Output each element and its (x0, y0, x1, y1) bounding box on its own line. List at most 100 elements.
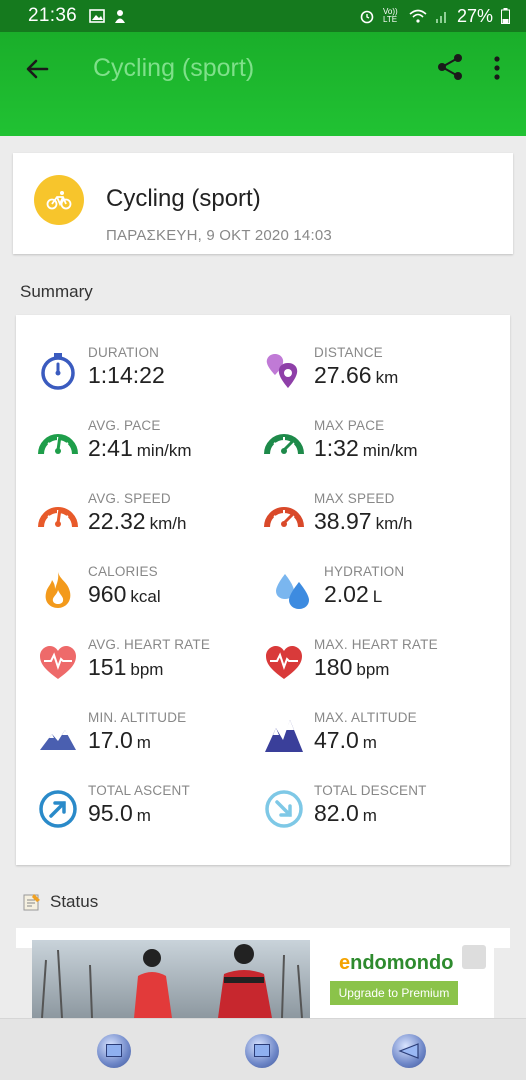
app-bar-title: Cycling (sport) (93, 54, 255, 82)
stat-max-altitude: MAX. ALTITUDE 47.0 m (264, 710, 494, 770)
stat-number: 17.0 (88, 727, 133, 753)
workout-date: ΠΑΡΑΣΚΕΥΗ, 9 ΟΚΤ 2020 14:03 (106, 227, 332, 244)
image-icon (89, 9, 105, 23)
ad-runners-image (41, 944, 303, 1018)
stat-distance: DISTANCE 27.66 km (264, 345, 494, 405)
stat-label: CALORIES (88, 564, 158, 579)
summary-card: DURATION 1:14:22 DISTANCE 27.66 km AVG. PACE 2… (16, 315, 510, 865)
mountain-high-icon (264, 716, 304, 756)
share-icon[interactable] (436, 52, 464, 82)
stat-label: MAX PACE (314, 418, 385, 433)
stat-label: TOTAL DESCENT (314, 783, 427, 798)
max-pace-gauge-icon (264, 424, 304, 464)
upgrade-button[interactable]: Upgrade to Premium (330, 981, 458, 1005)
stat-unit: m (362, 806, 377, 825)
stat-number: 38.97 (314, 508, 372, 534)
stat-value: 27.66 km (314, 362, 398, 389)
stopwatch-icon (38, 351, 78, 391)
stat-label: AVG. SPEED (88, 491, 171, 506)
pace-gauge-icon (38, 424, 78, 464)
stat-label: AVG. PACE (88, 418, 161, 433)
stat-value: 82.0 m (314, 800, 377, 827)
stat-number: 180 (314, 654, 353, 680)
stat-number: 1:32 (314, 435, 359, 461)
stat-number: 47.0 (314, 727, 359, 753)
heart-rate-icon (38, 643, 78, 683)
stat-label: DURATION (88, 345, 160, 360)
bicycle-icon (46, 191, 72, 210)
stat-number: 1:14:22 (88, 362, 165, 388)
back-button[interactable] (392, 1034, 426, 1068)
speed-gauge-icon (38, 497, 78, 537)
stat-number: 960 (88, 581, 127, 607)
max-heart-rate-icon (264, 643, 304, 683)
home-icon (254, 1044, 270, 1057)
stat-label: MAX SPEED (314, 491, 395, 506)
stat-value: 17.0 m (88, 727, 151, 754)
notification-icon (115, 10, 126, 23)
stat-avg-speed: AVG. SPEED 22.32 km/h (38, 491, 268, 551)
stat-max-speed: MAX SPEED 38.97 km/h (264, 491, 494, 551)
stat-label: DISTANCE (314, 345, 383, 360)
stat-total-descent: TOTAL DESCENT 82.0 m (264, 783, 494, 843)
home-button[interactable] (245, 1034, 279, 1068)
stat-value: 2:41 min/km (88, 435, 192, 462)
stat-unit: bpm (130, 660, 164, 679)
stat-avg-heart-rate: AVG. HEART RATE 151 bpm (38, 637, 268, 697)
stat-value: 95.0 m (88, 800, 151, 827)
stat-label: AVG. HEART RATE (88, 637, 211, 652)
stat-label: TOTAL ASCENT (88, 783, 190, 798)
more-options-icon[interactable] (490, 54, 504, 82)
stat-hydration: HYDRATION 2.02 L (264, 564, 494, 624)
stat-value: 47.0 m (314, 727, 377, 754)
stat-label: HYDRATION (324, 564, 405, 579)
stat-unit: km/h (375, 514, 413, 533)
stat-number: 2:41 (88, 435, 133, 461)
system-nav-bar (0, 1018, 526, 1080)
stat-value: 22.32 km/h (88, 508, 186, 535)
recent-apps-button[interactable] (97, 1034, 131, 1068)
signal-icon (435, 12, 446, 23)
stat-unit: kcal (130, 587, 161, 606)
stat-unit: km (375, 368, 399, 387)
workout-name: Cycling (sport) (106, 185, 261, 212)
stat-number: 22.32 (88, 508, 146, 534)
battery-icon (501, 8, 510, 24)
stat-calories: CALORIES 960 kcal (38, 564, 268, 624)
alarm-icon (360, 10, 374, 24)
stat-unit: min/km (362, 441, 418, 460)
stat-number: 2.02 (324, 581, 369, 607)
stat-duration: DURATION 1:14:22 (38, 345, 268, 405)
stat-value: 38.97 km/h (314, 508, 412, 535)
stat-total-ascent: TOTAL ASCENT 95.0 m (38, 783, 268, 843)
stat-unit: min/km (136, 441, 192, 460)
status-title: Status (50, 892, 99, 911)
stat-avg-pace: AVG. PACE 2:41 min/km (38, 418, 268, 478)
location-pins-icon (264, 351, 304, 391)
status-section-header: Status (22, 892, 98, 912)
mountain-low-icon (38, 716, 78, 756)
stat-max-pace: MAX PACE 1:32 min/km (264, 418, 494, 478)
battery-percent: 27% (456, 5, 493, 26)
ad-brand: endomondo (339, 952, 454, 974)
back-triangle-icon (398, 1043, 419, 1059)
stat-value: 1:14:22 (88, 362, 169, 389)
descent-arrow-icon (264, 789, 304, 829)
ad-photo (32, 940, 310, 1018)
stat-value: 151 bpm (88, 654, 163, 681)
ad-banner[interactable]: endomondo Upgrade to Premium (32, 940, 494, 1018)
stat-value: 180 bpm (314, 654, 389, 681)
stat-number: 27.66 (314, 362, 372, 388)
stat-min-altitude: MIN. ALTITUDE 17.0 m (38, 710, 268, 770)
summary-title: Summary (20, 282, 93, 301)
memo-icon (23, 894, 40, 911)
ad-choices-icon[interactable] (462, 945, 486, 969)
back-arrow-icon[interactable] (22, 54, 52, 84)
sport-avatar (34, 175, 84, 225)
stat-label: MIN. ALTITUDE (88, 710, 187, 725)
wifi-icon (409, 9, 427, 23)
stat-unit: m (136, 806, 151, 825)
stat-value: 1:32 min/km (314, 435, 418, 462)
stat-unit: m (362, 733, 377, 752)
recent-apps-icon (106, 1044, 122, 1057)
